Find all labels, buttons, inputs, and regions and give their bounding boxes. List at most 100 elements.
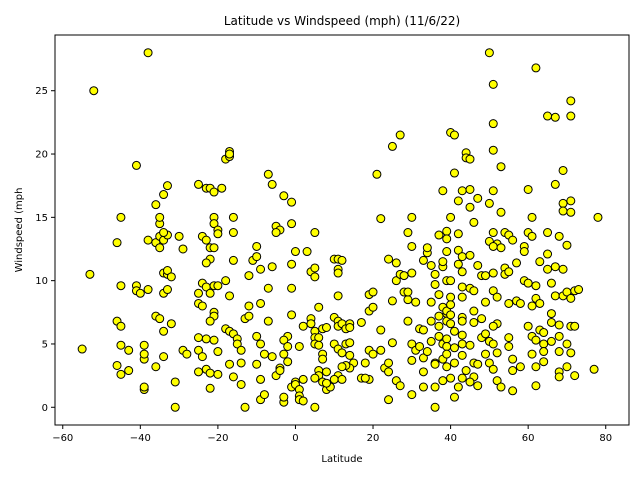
data-point bbox=[244, 271, 254, 281]
data-point bbox=[155, 314, 165, 324]
data-point bbox=[407, 390, 417, 400]
data-point bbox=[422, 243, 432, 253]
data-point bbox=[159, 326, 169, 336]
data-point bbox=[333, 291, 343, 301]
data-point bbox=[205, 368, 215, 378]
data-point bbox=[446, 292, 456, 302]
data-point bbox=[321, 323, 331, 332]
data-point bbox=[527, 349, 537, 359]
y-tick-label: 20 bbox=[35, 150, 48, 161]
data-point bbox=[492, 376, 502, 386]
data-point bbox=[384, 254, 394, 264]
data-point bbox=[116, 321, 126, 331]
data-point bbox=[418, 325, 428, 335]
data-point bbox=[166, 319, 176, 329]
data-point bbox=[566, 348, 576, 358]
data-point bbox=[449, 358, 459, 368]
data-point bbox=[391, 276, 401, 286]
x-tick-label: 40 bbox=[444, 433, 457, 444]
data-point bbox=[566, 207, 576, 217]
data-point bbox=[477, 314, 487, 324]
data-point bbox=[256, 374, 266, 384]
data-point bbox=[345, 350, 355, 360]
data-point bbox=[457, 330, 467, 340]
data-point bbox=[256, 339, 266, 349]
data-point bbox=[201, 334, 211, 344]
data-point bbox=[267, 179, 277, 189]
data-point bbox=[446, 319, 456, 329]
data-point bbox=[194, 288, 203, 298]
data-point bbox=[252, 252, 262, 262]
data-point bbox=[566, 111, 576, 121]
data-point bbox=[236, 358, 246, 368]
data-point bbox=[434, 230, 444, 240]
data-point bbox=[430, 402, 440, 412]
data-point bbox=[558, 198, 568, 208]
data-point bbox=[162, 181, 172, 191]
data-point bbox=[543, 228, 553, 238]
data-point bbox=[484, 198, 494, 208]
data-point bbox=[403, 228, 413, 238]
data-point bbox=[554, 331, 564, 341]
data-point bbox=[430, 382, 440, 392]
data-point bbox=[213, 281, 223, 291]
data-point bbox=[244, 311, 254, 321]
data-point bbox=[535, 298, 545, 308]
data-point bbox=[263, 283, 273, 293]
data-point bbox=[550, 262, 560, 272]
x-tick-label: −60 bbox=[52, 433, 73, 444]
data-point bbox=[418, 353, 428, 363]
data-point bbox=[228, 372, 238, 382]
data-point bbox=[550, 179, 560, 189]
data-point bbox=[360, 373, 370, 383]
data-point bbox=[488, 339, 498, 349]
data-point bbox=[283, 341, 293, 351]
data-point bbox=[446, 276, 456, 286]
data-point bbox=[558, 264, 568, 274]
data-point bbox=[387, 141, 397, 151]
data-point bbox=[422, 347, 432, 357]
data-point bbox=[155, 212, 165, 222]
data-point bbox=[395, 130, 405, 140]
data-point bbox=[143, 235, 153, 245]
data-point bbox=[488, 268, 498, 278]
data-point bbox=[438, 257, 448, 267]
data-point bbox=[539, 347, 549, 357]
data-point bbox=[554, 347, 564, 357]
data-point bbox=[368, 349, 378, 359]
data-point bbox=[376, 214, 386, 224]
data-point bbox=[531, 335, 541, 345]
data-point bbox=[457, 186, 467, 196]
data-point bbox=[182, 349, 192, 359]
data-point bbox=[481, 297, 490, 307]
data-point bbox=[473, 359, 483, 369]
data-point bbox=[221, 276, 231, 286]
data-point bbox=[430, 279, 440, 289]
data-point bbox=[403, 295, 413, 305]
data-point bbox=[174, 231, 184, 241]
data-point bbox=[442, 341, 452, 351]
data-point bbox=[515, 362, 525, 372]
data-point bbox=[283, 357, 293, 367]
data-point bbox=[194, 367, 203, 377]
data-point bbox=[488, 145, 498, 155]
data-point bbox=[263, 316, 273, 326]
data-point bbox=[492, 292, 502, 302]
data-point bbox=[302, 247, 312, 257]
data-point bbox=[159, 228, 169, 238]
data-point bbox=[345, 338, 355, 348]
data-point bbox=[508, 386, 518, 396]
data-point bbox=[197, 352, 207, 362]
data-point bbox=[356, 317, 366, 327]
data-point bbox=[256, 264, 266, 274]
data-point bbox=[469, 286, 479, 296]
data-point bbox=[488, 119, 498, 129]
x-tick-label: 60 bbox=[522, 433, 535, 444]
data-point bbox=[566, 196, 576, 206]
data-point bbox=[387, 296, 397, 306]
data-point bbox=[213, 347, 223, 357]
data-point bbox=[333, 268, 343, 278]
data-point bbox=[481, 271, 490, 281]
